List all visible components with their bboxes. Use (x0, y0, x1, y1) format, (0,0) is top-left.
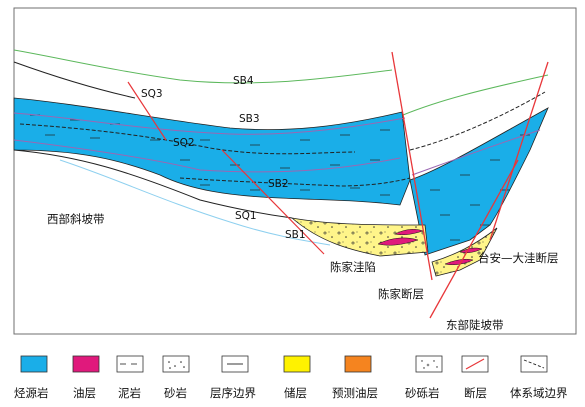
fault-east-steep (429, 159, 519, 319)
label-sb2: SB2 (268, 178, 289, 190)
label-taian-dawa-fault: 台安—大洼断层 (478, 251, 559, 265)
legend-label-oil-layer: 油层 (73, 386, 96, 400)
reservoir-west (290, 217, 429, 257)
legend-swatch-predicted-oil (344, 355, 372, 373)
legend-label-predicted-oil: 预测油层 (332, 386, 378, 400)
upper-black-line (13, 61, 136, 99)
legend-swatch-fault (461, 355, 489, 373)
legend-label-sandstone: 砂岩 (164, 386, 187, 400)
label-sb1: SB1 (285, 229, 306, 241)
source-rock-east (409, 107, 549, 256)
legend-label-sequence-boundary: 层序边界 (210, 386, 256, 400)
label-sq1: SQ1 (235, 210, 257, 222)
fault-sb1 (221, 149, 325, 255)
label-chenjia-fault: 陈家断层 (378, 287, 424, 301)
legend-label-source-rock: 烃源岩 (14, 386, 49, 400)
legend-label-systems-tract-boundary: 体系域边界 (510, 386, 568, 400)
legend-swatch-oil-layer (72, 355, 100, 373)
label-sb3: SB3 (239, 113, 260, 125)
fault-chenjia (391, 51, 433, 281)
legend-swatch-glutenite (415, 355, 443, 373)
legend-swatch-source-rock (20, 355, 48, 373)
oil-lens-1 (377, 237, 419, 246)
legend-swatch-mudstone (116, 355, 144, 373)
legend: 烃源岩 油层 泥岩 砂岩 层序边界 储层 预测油层 砂砾岩 断层 体系域边界 (14, 355, 568, 400)
label-sq3: SQ3 (141, 88, 163, 100)
legend-label-glutenite: 砂砾岩 (405, 386, 440, 400)
label-sq2: SQ2 (173, 137, 195, 149)
systems-tract-boundary-1 (19, 123, 356, 155)
sq-boundary-lower (13, 139, 401, 173)
label-east-steep-slope: 东部陡坡带 (446, 318, 504, 332)
sq-boundary-upper (13, 112, 406, 135)
fault-taian-dawa (489, 61, 549, 241)
east-green-line (402, 74, 549, 116)
legend-swatch-reservoir (283, 355, 311, 373)
sq-boundary-east (411, 129, 541, 176)
legend-label-reservoir: 储层 (284, 386, 307, 400)
fault-sq3 (127, 81, 167, 141)
label-west-slope: 西部斜坡带 (47, 212, 105, 226)
oil-lens-3 (444, 258, 474, 266)
sb4-boundary-line (13, 49, 393, 84)
systems-tract-boundary-2 (179, 177, 411, 187)
label-sb4: SB4 (233, 75, 254, 87)
legend-swatch-sandstone (162, 355, 190, 373)
systems-tract-boundary-3 (409, 91, 546, 151)
legend-swatch-sequence-boundary (221, 355, 249, 373)
source-rock-west (13, 97, 411, 206)
lower-light-blue-line (59, 159, 331, 246)
legend-swatch-systems-tract-boundary (520, 355, 548, 373)
legend-label-fault: 断层 (464, 386, 487, 400)
legend-label-mudstone: 泥岩 (118, 386, 141, 400)
sb1-boundary-line (13, 149, 293, 219)
label-chenjia-sag: 陈家洼陷 (330, 260, 376, 274)
